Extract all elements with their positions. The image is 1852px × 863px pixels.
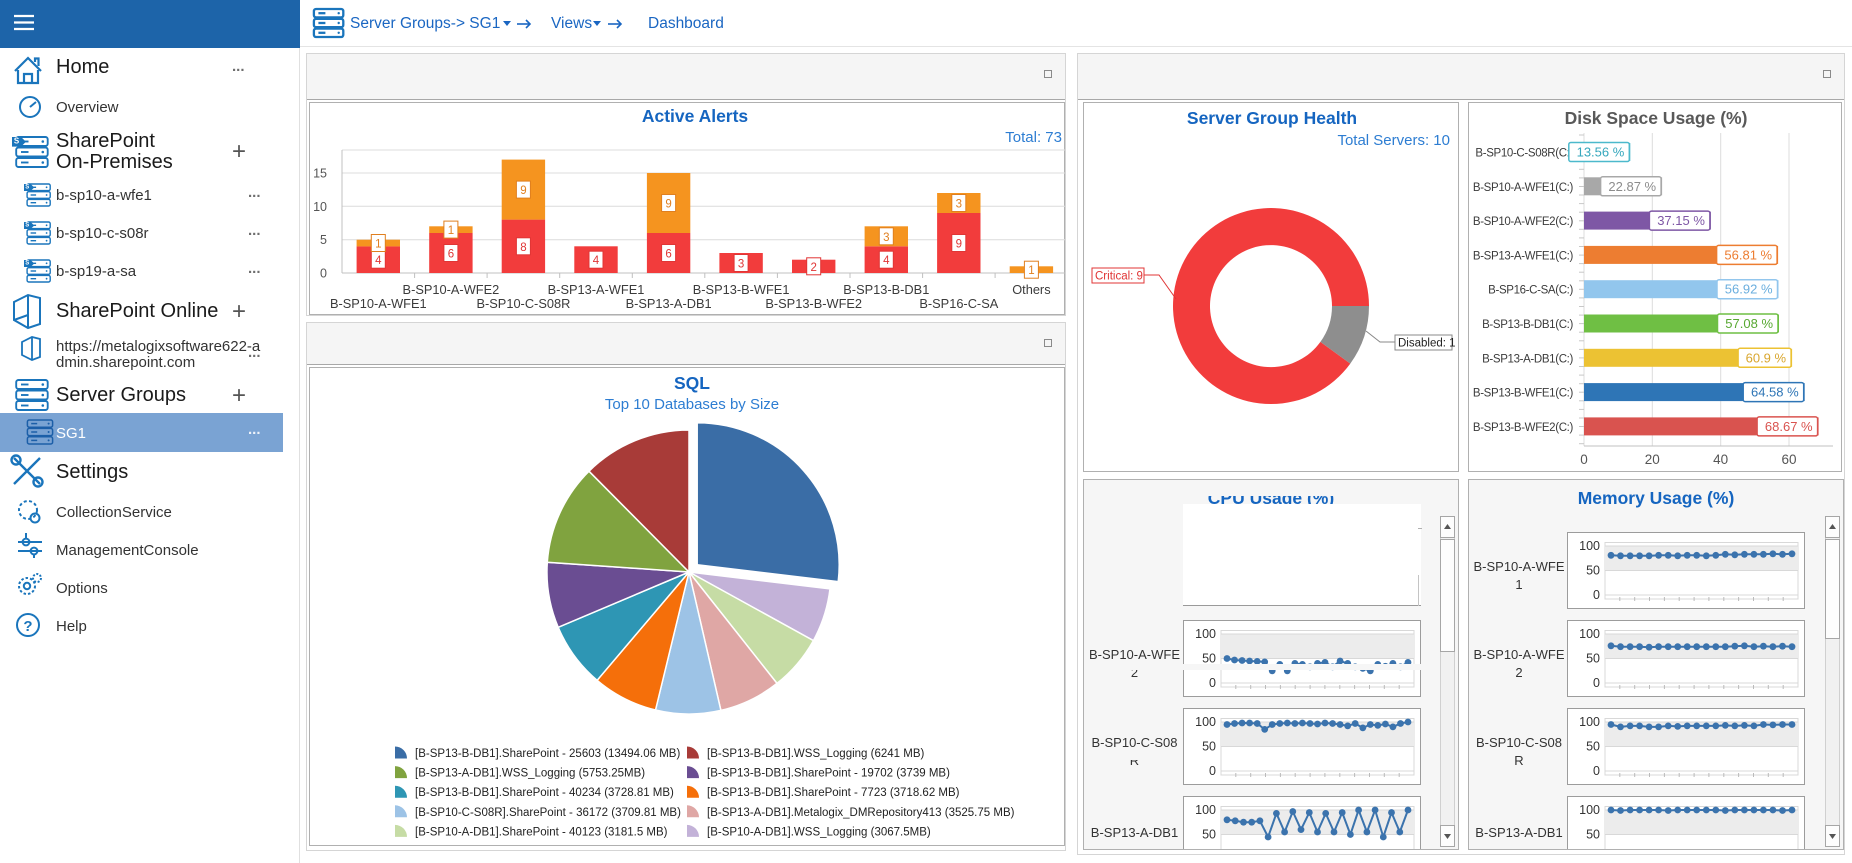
svg-text:6: 6 <box>665 249 671 261</box>
svg-text:[B-SP10-A-DB1].SharePoint - 40: [B-SP10-A-DB1].SharePoint - 40123 (3181.… <box>415 826 668 838</box>
svg-text:B-SP13-A-DB1(C:): B-SP13-A-DB1(C:) <box>1482 353 1573 365</box>
svg-text:S: S <box>25 261 29 267</box>
svg-text:S: S <box>25 185 29 191</box>
svg-text:15: 15 <box>313 167 327 181</box>
svg-text:37.15 %: 37.15 % <box>1657 213 1705 228</box>
svg-text:57.08 %: 57.08 % <box>1725 316 1773 331</box>
svg-text:B-SP10-A-WFE2: B-SP10-A-WFE2 <box>403 282 500 297</box>
svg-text:?: ? <box>23 618 32 635</box>
svg-text:100: 100 <box>1579 627 1600 641</box>
svg-text:Disk Space Usage (%): Disk Space Usage (%) <box>1565 108 1748 128</box>
svg-text:B-SP13-A-DB1: B-SP13-A-DB1 <box>626 296 712 311</box>
svg-text:50: 50 <box>1586 828 1600 842</box>
svg-text:50: 50 <box>1586 564 1600 578</box>
svg-text:0: 0 <box>1580 452 1588 467</box>
svg-text:B-SP13-B-WFE1(C:): B-SP13-B-WFE1(C:) <box>1473 388 1574 400</box>
svg-text:Total: 73: Total: 73 <box>1005 129 1062 146</box>
svg-text:13.56 %: 13.56 % <box>1577 145 1625 160</box>
svg-text:[B-SP10-A-DB1].WSS_Logging (30: [B-SP10-A-DB1].WSS_Logging (3067.5MB) <box>707 826 931 838</box>
svg-text:1: 1 <box>448 225 454 237</box>
svg-text:SQL: SQL <box>674 373 710 393</box>
svg-text:50: 50 <box>1202 652 1216 666</box>
svg-text:20: 20 <box>1645 452 1660 467</box>
svg-text:[B-SP13-B-DB1].SharePoint - 19: [B-SP13-B-DB1].SharePoint - 19702 (3739 … <box>707 768 950 780</box>
svg-text:50: 50 <box>1202 828 1216 842</box>
svg-text:60.9 %: 60.9 % <box>1746 350 1787 365</box>
svg-text:100: 100 <box>1579 539 1600 553</box>
svg-text:0: 0 <box>1209 764 1216 778</box>
svg-text:9: 9 <box>956 239 962 251</box>
svg-text:0: 0 <box>1593 588 1600 602</box>
svg-text:50: 50 <box>1202 740 1216 754</box>
svg-text:4: 4 <box>883 255 890 267</box>
svg-text:1: 1 <box>1028 265 1034 277</box>
svg-text:50: 50 <box>1586 652 1600 666</box>
svg-text:3: 3 <box>738 259 744 271</box>
svg-text:100: 100 <box>1195 627 1216 641</box>
svg-text:B-SP13-B-WFE2(C:): B-SP13-B-WFE2(C:) <box>1473 422 1574 434</box>
svg-text:22.87 %: 22.87 % <box>1608 179 1656 194</box>
svg-text:S: S <box>14 136 20 145</box>
svg-text:4: 4 <box>593 255 600 267</box>
svg-text:Others: Others <box>1012 282 1050 297</box>
svg-text:3: 3 <box>883 232 889 244</box>
svg-text:B-SP10-A-WFE2(C:): B-SP10-A-WFE2(C:) <box>1473 216 1574 228</box>
svg-text:56.92 %: 56.92 % <box>1725 282 1773 297</box>
svg-text:[B-SP13-A-DB1].WSS_Logging (57: [B-SP13-A-DB1].WSS_Logging (5753.25MB) <box>415 768 645 780</box>
svg-text:2: 2 <box>810 262 816 274</box>
svg-text:Total Servers: 10: Total Servers: 10 <box>1337 132 1450 149</box>
svg-text:100: 100 <box>1579 803 1600 817</box>
svg-text:B-SP10-A-WFE1: B-SP10-A-WFE1 <box>330 296 427 311</box>
svg-text:[B-SP10-C-S08R].SharePoint - 3: [B-SP10-C-S08R].SharePoint - 36172 (3709… <box>415 807 681 819</box>
svg-text:[B-SP13-A-DB1].Metalogix_DMRep: [B-SP13-A-DB1].Metalogix_DMRepository413… <box>707 807 1015 819</box>
svg-text:B-SP16-C-SA: B-SP16-C-SA <box>919 296 998 311</box>
svg-text:50: 50 <box>1586 740 1600 754</box>
svg-text:S: S <box>25 223 29 229</box>
svg-text:64.58 %: 64.58 % <box>1751 385 1799 400</box>
svg-text:40: 40 <box>1713 452 1728 467</box>
svg-text:[B-SP13-B-DB1].SharePoint - 40: [B-SP13-B-DB1].SharePoint - 40234 (3728.… <box>415 787 674 799</box>
svg-text:100: 100 <box>1195 715 1216 729</box>
svg-text:Critical: 9: Critical: 9 <box>1095 271 1143 283</box>
svg-text:B-SP10-A-WFE1(C:): B-SP10-A-WFE1(C:) <box>1473 182 1574 194</box>
svg-text:3: 3 <box>956 199 962 211</box>
svg-text:B-SP13-B-WFE2: B-SP13-B-WFE2 <box>765 296 862 311</box>
svg-text:100: 100 <box>1579 715 1600 729</box>
svg-text:[B-SP13-B-DB1].SharePoint - 77: [B-SP13-B-DB1].SharePoint - 7723 (3718.6… <box>707 787 960 799</box>
svg-text:B-SP13-B-DB1: B-SP13-B-DB1 <box>843 282 929 297</box>
svg-text:Disabled: 1: Disabled: 1 <box>1398 338 1456 350</box>
svg-text:9: 9 <box>520 185 526 197</box>
svg-text:9: 9 <box>665 199 671 211</box>
svg-text:Active Alerts: Active Alerts <box>642 106 749 126</box>
svg-text:0: 0 <box>1209 676 1216 690</box>
svg-text:Top 10 Databases by Size: Top 10 Databases by Size <box>605 396 779 413</box>
svg-text:68.67 %: 68.67 % <box>1765 419 1813 434</box>
svg-text:5: 5 <box>320 233 327 247</box>
svg-text:B-SP13-B-DB1(C:): B-SP13-B-DB1(C:) <box>1482 319 1573 331</box>
svg-text:100: 100 <box>1195 803 1216 817</box>
svg-text:B-SP10-C-S08R(C:): B-SP10-C-S08R(C:) <box>1475 148 1573 160</box>
svg-text:4: 4 <box>375 255 382 267</box>
svg-text:56.81 %: 56.81 % <box>1724 247 1772 262</box>
svg-text:B-SP13-B-WFE1: B-SP13-B-WFE1 <box>693 282 790 297</box>
svg-text:[B-SP13-B-DB1].SharePoint - 25: [B-SP13-B-DB1].SharePoint - 25603 (13494… <box>415 748 680 760</box>
svg-text:8: 8 <box>520 242 526 254</box>
svg-text:0: 0 <box>1593 676 1600 690</box>
svg-text:60: 60 <box>1781 452 1796 467</box>
svg-text:[B-SP13-B-DB1].WSS_Logging (62: [B-SP13-B-DB1].WSS_Logging (6241 MB) <box>707 748 924 760</box>
svg-text:B-SP13-A-WFE1: B-SP13-A-WFE1 <box>548 282 645 297</box>
svg-text:B-SP13-A-WFE1(C:): B-SP13-A-WFE1(C:) <box>1473 250 1574 262</box>
svg-text:B-SP10-C-S08R: B-SP10-C-S08R <box>476 296 570 311</box>
svg-text:6: 6 <box>448 249 454 261</box>
svg-text:Server Group Health: Server Group Health <box>1187 108 1357 128</box>
svg-text:1: 1 <box>375 239 381 251</box>
svg-text:0: 0 <box>1593 764 1600 778</box>
svg-text:B-SP16-C-SA(C:): B-SP16-C-SA(C:) <box>1488 285 1573 297</box>
svg-text:0: 0 <box>320 267 327 281</box>
svg-text:10: 10 <box>313 200 327 214</box>
